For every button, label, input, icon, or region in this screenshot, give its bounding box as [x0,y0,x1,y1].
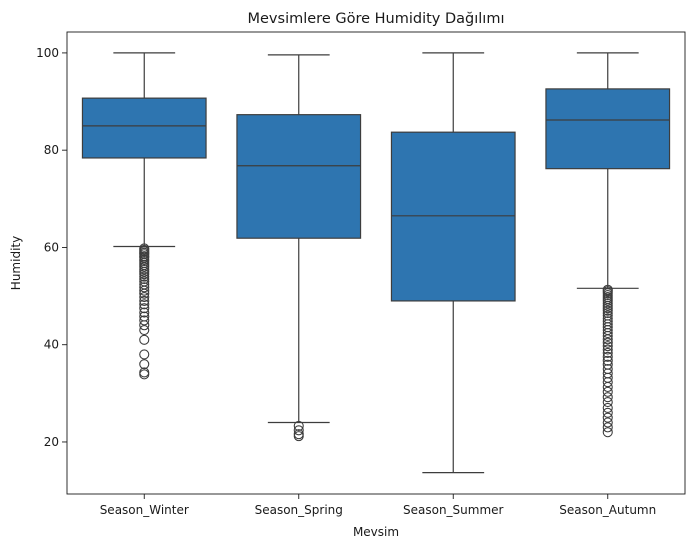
outlier-point [602,412,613,423]
outlier-point [602,344,613,355]
outlier-point [293,420,304,431]
outlier-point [602,381,613,393]
outlier-point [139,307,150,318]
outlier-point [602,397,613,408]
outlier-point [602,300,613,311]
outlier-point [139,282,150,293]
x-tick-label: Season_Spring [255,503,343,517]
outlier-point [139,315,150,326]
plot-frame [66,31,686,495]
outlier-point [602,407,613,418]
outlier-point [139,291,150,303]
outlier-point [602,347,613,359]
outlier-point [602,298,613,309]
outlier-point [139,334,150,345]
x-axis-title: Mevsim [353,525,399,539]
x-tick-label: Season_Summer [403,503,504,517]
outlier-point [139,359,150,370]
outlier-point [602,327,613,339]
iqr-box [545,88,671,170]
outlier-point [602,377,613,388]
plot-area [81,52,671,474]
outlier-point [139,299,150,310]
outlier-point [139,285,150,296]
box-group-season-spring [236,54,362,442]
x-tick-label: Season_Winter [100,503,189,517]
y-tick-label: 60 [44,240,59,254]
outlier-point [139,369,150,380]
outlier-point [139,269,150,280]
outlier-point [139,349,150,360]
outlier-point [293,425,304,436]
outlier-point [139,295,150,306]
outlier-point [139,271,150,282]
box-group-season-summer [390,52,516,474]
box-group-season-autumn [545,52,671,438]
outlier-point [602,334,613,345]
y-tick-label: 100 [36,46,59,60]
outlier-point [602,351,613,362]
outlier-point [139,264,150,275]
outlier-point [602,303,613,314]
outlier-point [602,337,613,348]
outlier-point [139,273,150,285]
outlier-point [602,427,613,438]
outlier-point [293,431,304,442]
outlier-point [602,417,613,428]
y-axis-title: Humidity [9,236,23,290]
outlier-point [602,402,613,413]
y-axis: 20 40 60 80 100 [36,46,67,449]
outlier-point [139,288,150,299]
outlier-point [602,308,613,319]
iqr-box [81,97,207,159]
x-tick-label: Season_Autumn [559,503,656,517]
y-tick-label: 40 [44,338,59,352]
outlier-point [139,320,150,331]
outlier-point [139,303,150,314]
outlier-point [139,325,150,336]
outlier-point [602,392,613,403]
box-group-season-winter [81,52,207,380]
outlier-point [602,355,613,366]
y-tick-label: 20 [44,435,59,449]
outlier-point [602,295,613,306]
outlier-point [139,266,150,277]
outlier-point [602,386,613,397]
y-tick-label: 80 [44,143,59,157]
outlier-point [602,305,613,316]
x-axis: Season_Winter Season_Spring Season_Summer S… [100,494,656,517]
outlier-point [139,261,150,272]
iqr-box [236,114,362,239]
outlier-point [602,330,613,341]
outlier-point [602,341,613,352]
outlier-point [602,422,613,433]
iqr-box [390,131,516,302]
chart-title: Mevsimlere Göre Humidity Dağılımı [248,11,505,27]
